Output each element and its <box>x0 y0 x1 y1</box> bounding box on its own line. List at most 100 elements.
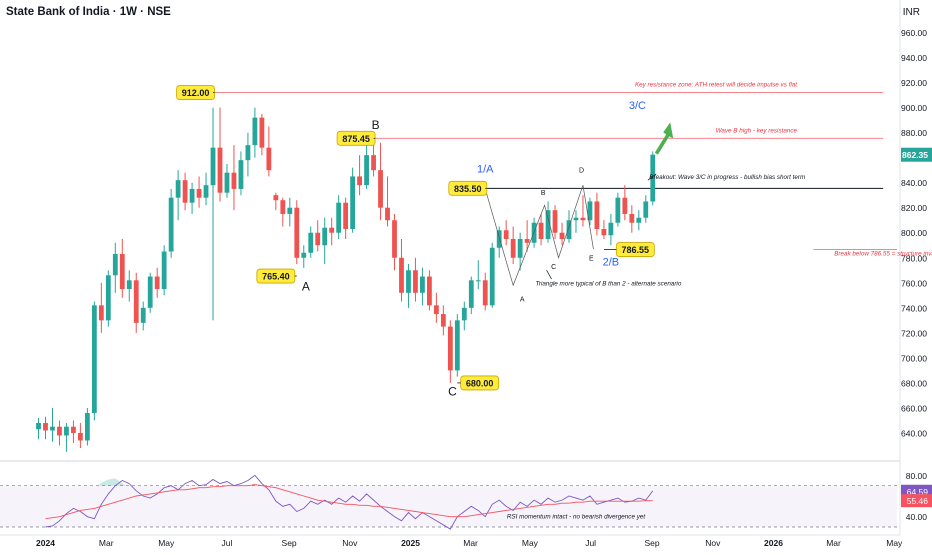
candle-body <box>461 307 467 321</box>
time-tick-label: May <box>522 538 539 548</box>
currency-label: INR <box>902 7 920 18</box>
candle-body <box>399 257 404 293</box>
candle-body <box>503 230 509 239</box>
candle-body <box>119 254 125 290</box>
time-tick-label: 2026 <box>764 538 783 548</box>
time-tick-label: Jul <box>585 538 596 548</box>
wave-label: 1/A <box>477 164 494 176</box>
candle-body <box>231 172 237 189</box>
candle-body <box>482 280 488 306</box>
candle-body <box>489 247 495 306</box>
candle-body <box>210 147 216 186</box>
price-tick-label: 800.00 <box>901 228 927 238</box>
candle-body <box>203 185 209 198</box>
candle-body <box>413 270 418 293</box>
candle-body <box>615 197 621 223</box>
candle-body <box>608 222 614 236</box>
last-price-label: 862.35 <box>902 150 928 160</box>
candle-body <box>78 432 83 441</box>
candle-body <box>587 201 593 221</box>
candle-body <box>350 176 356 229</box>
wave-label: E <box>589 255 594 262</box>
candle-body <box>91 305 97 413</box>
candle-body <box>57 426 62 436</box>
triangle-pattern-line <box>484 185 594 287</box>
candle-body <box>329 227 335 233</box>
annotation-text: Break below 786.55 = structure invalid <box>834 250 932 257</box>
candle-body <box>196 188 202 198</box>
wave-label: B <box>541 190 546 197</box>
candle-body <box>622 197 628 214</box>
candle-body <box>126 280 132 290</box>
price-tick-label: 880.00 <box>901 128 927 138</box>
candle-body <box>71 426 76 433</box>
candle-body <box>650 154 656 202</box>
price-badge-label: 835.50 <box>454 184 482 194</box>
price-tick-label: 960.00 <box>901 28 927 38</box>
bullish-arrow-icon <box>654 122 674 155</box>
time-tick-label: Mar <box>99 538 114 548</box>
candle-body <box>559 232 565 239</box>
wave-label: C <box>551 264 556 271</box>
candle-body <box>420 276 425 293</box>
price-tick-label: 640.00 <box>901 428 927 438</box>
price-tick-label: 760.00 <box>901 278 927 288</box>
time-tick-label: Nov <box>342 538 358 548</box>
candle-body <box>147 276 153 308</box>
breakout-pointer <box>647 173 657 181</box>
time-tick-label: May <box>158 538 175 548</box>
candle-body <box>392 220 397 258</box>
candle-body <box>98 305 104 321</box>
candle-body <box>133 280 139 323</box>
candle-body <box>385 207 390 221</box>
candle-body <box>50 426 55 431</box>
candle-body <box>357 176 362 186</box>
last-price-tag <box>901 147 932 162</box>
candle-body <box>496 230 502 248</box>
time-tick-label: Sep <box>282 538 297 548</box>
triangle-pointer <box>546 270 552 280</box>
price-badge-label: 765.40 <box>262 272 290 282</box>
candle-body <box>454 320 460 371</box>
candle-body <box>252 117 258 146</box>
candle-body <box>84 412 90 441</box>
rsi-band <box>0 485 897 527</box>
candle-body <box>336 202 342 233</box>
time-tick-label: 2024 <box>36 538 55 548</box>
chart-title: State Bank of India · 1W · NSE <box>6 6 171 18</box>
candle-body <box>238 160 244 189</box>
rsi-note: RSI momentum intact - no bearish diverge… <box>507 514 645 521</box>
time-tick-label: 2025 <box>401 538 420 548</box>
time-tick-label: Nov <box>705 538 721 548</box>
candle-body <box>266 147 272 171</box>
candle-body <box>447 326 453 371</box>
time-tick-label: May <box>886 538 903 548</box>
price-badge-label: 875.45 <box>342 134 370 144</box>
candle-body <box>182 180 188 203</box>
rsi-value-label: 64.59 <box>907 487 929 497</box>
candle-body <box>217 147 223 193</box>
candle-body <box>636 217 642 223</box>
candle-body <box>538 222 544 239</box>
candle-body <box>475 280 481 282</box>
candle-body <box>468 280 474 308</box>
price-tick-label: 900.00 <box>901 103 927 113</box>
wave-label: C <box>448 384 457 398</box>
price-tick-label: 660.00 <box>901 403 927 413</box>
candle-body <box>545 210 551 239</box>
candle-body <box>510 239 516 258</box>
wave-label: 3/C <box>629 100 646 112</box>
candle-body <box>433 305 439 315</box>
candle-body <box>343 202 349 229</box>
price-tick-label: 840.00 <box>901 178 927 188</box>
price-tick-label: 780.00 <box>901 253 927 263</box>
wave-label: D <box>579 168 584 175</box>
candle-body <box>308 232 314 253</box>
candle-body <box>315 232 321 246</box>
candle-body <box>517 239 523 258</box>
rsi-line <box>45 474 654 530</box>
annotation-text: Breakout: Wave 3/C in progress - bullish… <box>649 174 805 181</box>
candle-body <box>105 275 111 321</box>
price-badge-label: 680.00 <box>466 378 494 388</box>
